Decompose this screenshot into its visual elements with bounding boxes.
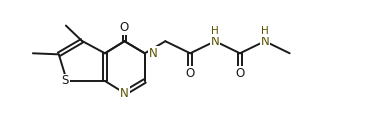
Text: N: N [149, 47, 158, 60]
Text: N: N [211, 35, 220, 48]
Text: O: O [120, 21, 129, 34]
Text: O: O [235, 67, 245, 80]
Text: H: H [261, 26, 269, 36]
Text: O: O [185, 67, 195, 80]
Text: N: N [260, 35, 269, 48]
Text: N: N [120, 87, 129, 100]
Text: H: H [211, 26, 219, 36]
Text: S: S [61, 75, 69, 87]
